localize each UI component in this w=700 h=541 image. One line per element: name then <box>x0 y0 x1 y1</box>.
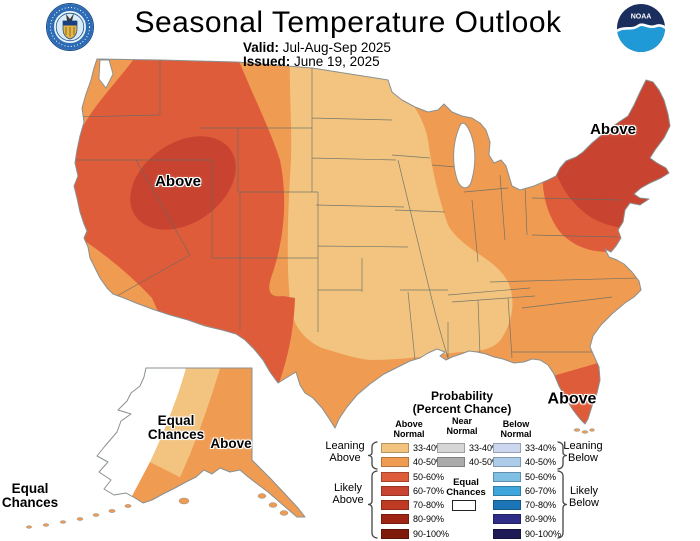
legend-header-below-normal: Below Normal <box>500 419 532 439</box>
legend-column-near-normal: 33-40% 40-50% <box>437 443 501 468</box>
map-label-above-florida: Above <box>547 390 597 408</box>
brace-likely-above <box>367 470 378 539</box>
legend-swatch <box>437 443 465 453</box>
legend-swatch <box>381 500 409 511</box>
page-title: Seasonal Temperature Outlook <box>134 6 562 39</box>
noaa-gull-icon <box>617 23 665 35</box>
conus-region-above-33-40-central <box>287 59 513 360</box>
legend-side-label-likely-below: Likely Below <box>569 485 599 509</box>
legend-row-label: 60-70% <box>525 485 557 496</box>
legend-column-above-normal: 33-40% 40-50% 50-60% 60-70% 70-80% 80-90% 90-1… <box>381 443 449 539</box>
florida-keys <box>573 428 595 434</box>
brace-likely-below <box>557 470 568 539</box>
legend-row: 33-40% <box>493 443 561 453</box>
legend-row-label: 33-40% <box>525 443 557 453</box>
brace-leaning-below <box>557 441 568 470</box>
legend-swatch <box>493 443 521 453</box>
legend-swatch <box>493 514 521 525</box>
alaska-region-above-40-50 <box>120 368 305 517</box>
noaa-logo-text: NOAA <box>631 14 652 21</box>
legend-row: 40-50% <box>493 457 561 468</box>
legend-row-label: 33-40% <box>469 443 501 453</box>
issued-line: Issued: June 19, 2025 <box>243 55 380 69</box>
legend-header-near-normal: Near Normal <box>446 416 478 436</box>
legend-row-label: 50-60% <box>413 471 445 482</box>
valid-value: Jul-Aug-Sep 2025 <box>282 40 391 55</box>
legend-row-label: 40-50% <box>469 457 501 468</box>
brace-leaning-above <box>367 441 378 470</box>
legend-row: 90-100% <box>381 528 450 539</box>
map-label-equal-chances-hawaii: Equal Chances <box>1 480 59 510</box>
legend-swatch <box>381 457 409 468</box>
legend-row: 50-60% <box>493 471 561 482</box>
legend-equal-chances-label: Equal Chances <box>446 477 486 498</box>
seal-eagle <box>66 13 74 21</box>
legend-row: 40-50% <box>437 457 501 468</box>
valid-label: Valid: <box>243 40 280 55</box>
legend-swatch <box>493 528 521 539</box>
legend-side-label-leaning-below: Leaning Below <box>563 440 603 464</box>
legend-row: 90-100% <box>493 528 562 539</box>
map-label-above-alaska: Above <box>210 435 252 451</box>
legend-swatch <box>493 457 521 468</box>
legend-column-below-normal: 33-40% 40-50% 50-60% 60-70% 70-80% 80-90% 90-1… <box>493 443 561 539</box>
legend-equal-chances-swatch <box>452 500 476 511</box>
noaa-sea <box>617 24 665 52</box>
map-label-above-northeast: Above <box>590 121 636 139</box>
legend-header-above-normal: Above Normal <box>393 419 425 439</box>
legend-side-label-leaning-above: Leaning Above <box>325 440 365 464</box>
map-label-above-west: Above <box>155 173 201 191</box>
aleutian-islands <box>26 493 289 529</box>
legend-swatch <box>381 514 409 525</box>
noaa-logo: NOAA <box>617 4 665 52</box>
legend-row: 33-40% <box>381 443 449 453</box>
legend-swatch <box>381 485 409 496</box>
puget-sound <box>98 59 114 89</box>
alaska-inset <box>26 367 306 529</box>
alaska-outline <box>96 367 306 518</box>
legend-row-label: 70-80% <box>525 500 557 511</box>
legend-row: 33-40% <box>437 443 500 453</box>
legend-row: 70-80% <box>381 500 449 511</box>
legend-row-label: 90-100% <box>525 528 562 539</box>
legend-row-label: 60-70% <box>413 485 445 496</box>
legend-row-label: 40-50% <box>413 457 445 468</box>
issued-value: June 19, 2025 <box>294 54 380 69</box>
valid-line: Valid: Jul-Aug-Sep 2025 <box>243 41 391 55</box>
legend-row-label: 80-90% <box>525 514 557 525</box>
legend-subtitle: (Percent Chance) <box>412 402 512 416</box>
legend-swatch <box>381 443 409 453</box>
legend-swatch <box>493 471 521 482</box>
legend-row: 80-90% <box>493 514 561 525</box>
legend-row-label: 50-60% <box>525 471 557 482</box>
legend-title: Probability <box>430 389 493 403</box>
legend-row: 60-70% <box>381 485 449 496</box>
legend-swatch <box>493 500 521 511</box>
legend-row-label: 90-100% <box>413 528 450 539</box>
map-label-equal-chances-alaska: Equal Chances <box>147 412 205 442</box>
legend-row-label: 33-40% <box>413 443 445 453</box>
state-borders <box>74 60 639 361</box>
legend-row: 70-80% <box>493 500 561 511</box>
legend-side-label-likely-above: Likely Above <box>332 482 364 506</box>
legend-swatch <box>381 471 409 482</box>
alaska-region-above-33-40 <box>150 368 220 477</box>
legend-swatch <box>381 528 409 539</box>
issued-label: Issued: <box>243 54 291 69</box>
legend-swatch <box>437 457 465 468</box>
legend-row: 80-90% <box>381 514 449 525</box>
legend-row: 40-50% <box>381 457 449 468</box>
legend-swatch <box>493 485 521 496</box>
legend-row-label: 80-90% <box>413 514 445 525</box>
legend-row: 60-70% <box>493 485 561 496</box>
legend-row: 50-60% <box>381 471 449 482</box>
conus-outline <box>73 58 671 429</box>
legend-braces <box>367 441 568 539</box>
commerce-seal-logo <box>46 3 94 51</box>
legend-row-label: 40-50% <box>525 457 557 468</box>
lake-michigan <box>453 122 476 189</box>
legend-row-label: 70-80% <box>413 500 445 511</box>
